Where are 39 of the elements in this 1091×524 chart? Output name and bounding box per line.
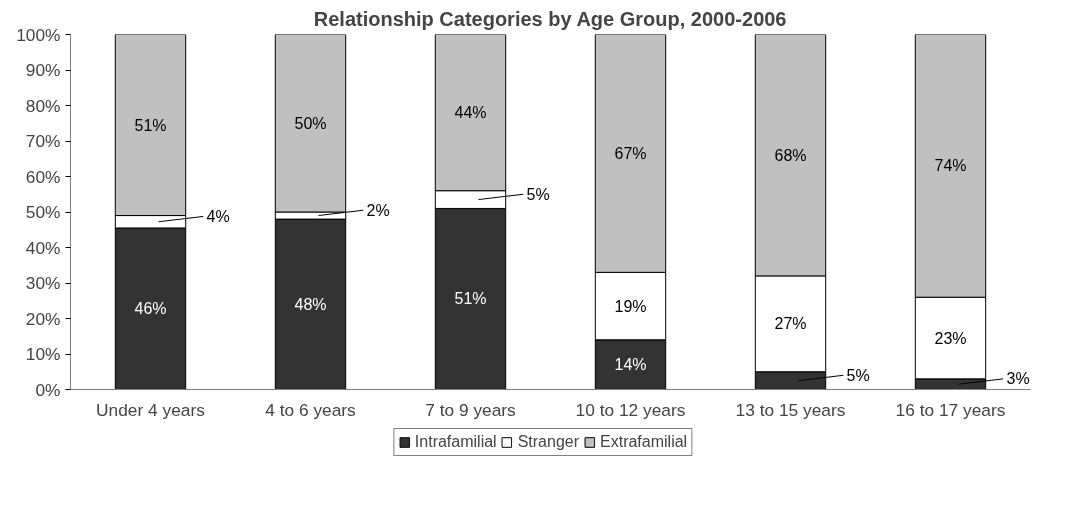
x-tick-label: 4 to 6 years: [265, 399, 357, 420]
data-label: 5%: [526, 185, 550, 203]
chart-title: Relationship Categories by Age Group, 2000-2006: [313, 7, 787, 30]
y-tick-label: 10%: [25, 344, 61, 364]
x-tick-label: 10 to 12 years: [575, 399, 686, 420]
data-label: 19%: [614, 297, 647, 315]
data-label: 46%: [134, 300, 167, 318]
legend-label: Stranger: [517, 433, 580, 451]
data-label: 3%: [1006, 370, 1030, 388]
x-tick-label: 7 to 9 years: [425, 399, 517, 420]
data-label: 27%: [774, 315, 807, 333]
y-tick-label: 30%: [25, 273, 61, 293]
y-tick-label: 20%: [25, 308, 61, 329]
y-tick-label: 50%: [25, 202, 61, 222]
data-label: 67%: [614, 144, 647, 162]
data-label: 14%: [614, 356, 647, 374]
y-tick-label: 90%: [25, 60, 61, 80]
y-tick-label: 70%: [25, 131, 61, 151]
data-label: 5%: [846, 366, 870, 384]
y-tick-label: 100%: [16, 24, 61, 45]
data-label: 23%: [934, 329, 967, 347]
x-tick-label: 13 to 15 years: [735, 399, 846, 420]
y-tick-label: 80%: [25, 95, 61, 116]
legend-label: Intrafamilial: [414, 433, 497, 451]
x-tick-label: 16 to 17 years: [895, 399, 1006, 420]
y-tick-label: 60%: [25, 166, 61, 187]
legend-label: Extrafamilial: [600, 433, 688, 451]
data-label: 68%: [774, 146, 807, 164]
data-label: 74%: [934, 157, 967, 175]
data-label: 4%: [206, 207, 230, 225]
y-tick-label: 0%: [35, 379, 61, 400]
data-label: 44%: [454, 104, 487, 122]
data-label: 51%: [134, 116, 167, 134]
data-label: 51%: [454, 290, 487, 308]
x-tick-label: Under 4 years: [96, 399, 206, 420]
y-tick-label: 40%: [25, 237, 61, 258]
data-label: 48%: [294, 295, 327, 313]
data-label: 2%: [366, 201, 390, 219]
data-label: 50%: [294, 114, 327, 132]
